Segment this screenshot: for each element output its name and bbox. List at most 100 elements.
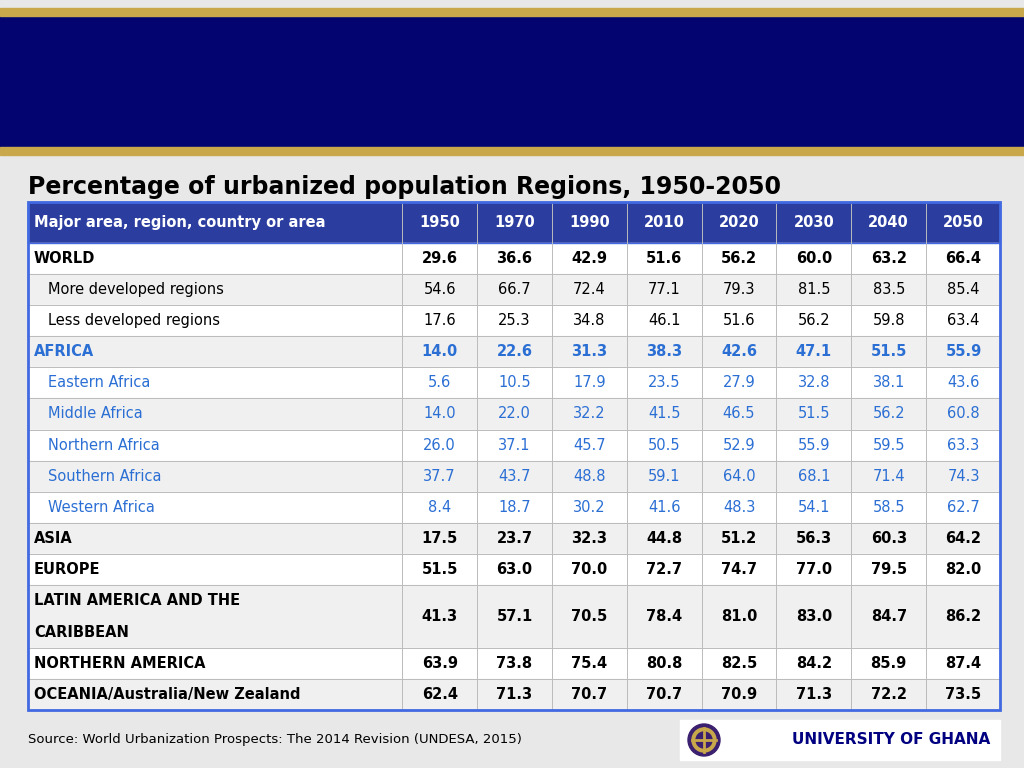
Text: AFRICA: AFRICA [34, 344, 94, 359]
Bar [28, 273, 1000, 305]
Text: 74.3: 74.3 [947, 468, 980, 484]
Text: 14.0: 14.0 [423, 406, 456, 422]
Text: 62.4: 62.4 [422, 687, 458, 702]
Text: 17.9: 17.9 [573, 376, 605, 390]
Text: 52.9: 52.9 [723, 438, 756, 452]
Text: 74.7: 74.7 [721, 562, 757, 578]
Bar [28, 523, 1000, 554]
Text: Eastern Africa: Eastern Africa [48, 376, 151, 390]
Text: 59.5: 59.5 [872, 438, 905, 452]
Text: 27.9: 27.9 [723, 376, 756, 390]
Text: ASIA: ASIA [34, 531, 73, 546]
Text: 80.8: 80.8 [646, 656, 682, 670]
Text: 72.7: 72.7 [646, 562, 682, 578]
Text: 5.6: 5.6 [428, 376, 452, 390]
Text: Northern Africa: Northern Africa [48, 438, 160, 452]
Text: WORLD: WORLD [34, 250, 95, 266]
Text: 51.5: 51.5 [422, 562, 458, 578]
Text: 41.6: 41.6 [648, 500, 680, 515]
Text: 63.4: 63.4 [947, 313, 980, 328]
Text: NORTHERN AMERICA: NORTHERN AMERICA [34, 656, 206, 670]
Text: 72.2: 72.2 [870, 687, 906, 702]
Circle shape [692, 728, 716, 752]
Text: OCEANIA/Australia/New Zealand: OCEANIA/Australia/New Zealand [34, 687, 300, 702]
Text: 23.7: 23.7 [497, 531, 532, 546]
Text: Percentage of urbanized population Regions, 1950-2050: Percentage of urbanized population Regio… [28, 175, 781, 199]
Text: 58.5: 58.5 [872, 500, 905, 515]
Bar [28, 429, 1000, 461]
Text: 43.7: 43.7 [499, 468, 530, 484]
Text: 86.2: 86.2 [945, 609, 982, 624]
Text: Western Africa: Western Africa [48, 500, 155, 515]
Text: 84.2: 84.2 [796, 656, 831, 670]
Circle shape [688, 724, 720, 756]
Text: 14.0: 14.0 [422, 344, 458, 359]
Text: 54.6: 54.6 [423, 282, 456, 296]
Text: 44.8: 44.8 [646, 531, 682, 546]
Text: 79.3: 79.3 [723, 282, 756, 296]
Text: Major area, region, country or area: Major area, region, country or area [34, 215, 326, 230]
Text: 42.6: 42.6 [721, 344, 757, 359]
Text: 59.1: 59.1 [648, 468, 680, 484]
Text: 51.2: 51.2 [721, 531, 757, 546]
Text: 85.4: 85.4 [947, 282, 980, 296]
Text: 66.4: 66.4 [945, 250, 982, 266]
Text: LATIN AMERICA AND THE: LATIN AMERICA AND THE [34, 593, 240, 607]
Text: 56.3: 56.3 [796, 531, 831, 546]
Text: 10.5: 10.5 [498, 376, 530, 390]
Text: 2040: 2040 [868, 215, 909, 230]
Text: 38.1: 38.1 [872, 376, 905, 390]
Text: 70.7: 70.7 [646, 687, 682, 702]
Text: 46.5: 46.5 [723, 406, 756, 422]
Text: 38.3: 38.3 [646, 344, 682, 359]
Text: 60.0: 60.0 [796, 250, 831, 266]
Text: 70.7: 70.7 [571, 687, 607, 702]
Text: 31.3: 31.3 [571, 344, 607, 359]
Bar [28, 367, 1000, 399]
Text: CARIBBEAN: CARIBBEAN [34, 625, 129, 641]
Text: 18.7: 18.7 [498, 500, 530, 515]
Text: 23.5: 23.5 [648, 376, 680, 390]
Text: Source: World Urbanization Prospects: The 2014 Revision (UNDESA, 2015): Source: World Urbanization Prospects: Th… [28, 733, 522, 746]
Text: 83.0: 83.0 [796, 609, 831, 624]
Text: 45.7: 45.7 [573, 438, 605, 452]
Text: 2010: 2010 [644, 215, 685, 230]
Text: 70.0: 70.0 [571, 562, 607, 578]
Text: 70.9: 70.9 [721, 687, 757, 702]
Text: 81.0: 81.0 [721, 609, 757, 624]
Text: 37.1: 37.1 [499, 438, 530, 452]
Text: 43.6: 43.6 [947, 376, 980, 390]
Text: 64.2: 64.2 [945, 531, 982, 546]
Text: 63.0: 63.0 [497, 562, 532, 578]
Text: 42.9: 42.9 [571, 250, 607, 266]
Text: 72.4: 72.4 [573, 282, 606, 296]
Text: 48.3: 48.3 [723, 500, 756, 515]
Text: 56.2: 56.2 [721, 250, 757, 266]
Circle shape [696, 732, 712, 748]
Text: Southern Africa: Southern Africa [48, 468, 162, 484]
Text: 63.9: 63.9 [422, 656, 458, 670]
Bar [28, 202, 1000, 710]
Text: 73.8: 73.8 [497, 656, 532, 670]
Text: 17.6: 17.6 [423, 313, 456, 328]
Text: 78.4: 78.4 [646, 609, 682, 624]
Text: 82.0: 82.0 [945, 562, 982, 578]
Text: 64.0: 64.0 [723, 468, 756, 484]
Text: 54.1: 54.1 [798, 500, 830, 515]
Text: 66.7: 66.7 [498, 282, 530, 296]
Text: 32.2: 32.2 [573, 406, 605, 422]
Text: 63.2: 63.2 [870, 250, 906, 266]
Text: 56.2: 56.2 [798, 313, 830, 328]
Text: 46.1: 46.1 [648, 313, 680, 328]
Bar [28, 202, 1000, 243]
Bar [28, 336, 1000, 367]
Bar [680, 720, 1000, 760]
Text: 59.8: 59.8 [872, 313, 905, 328]
Bar [28, 679, 1000, 710]
Bar [0, 147, 1024, 155]
Text: 8.4: 8.4 [428, 500, 452, 515]
Text: 37.7: 37.7 [423, 468, 456, 484]
Text: 77.1: 77.1 [648, 282, 681, 296]
Text: 50.5: 50.5 [648, 438, 681, 452]
Text: 51.6: 51.6 [723, 313, 756, 328]
